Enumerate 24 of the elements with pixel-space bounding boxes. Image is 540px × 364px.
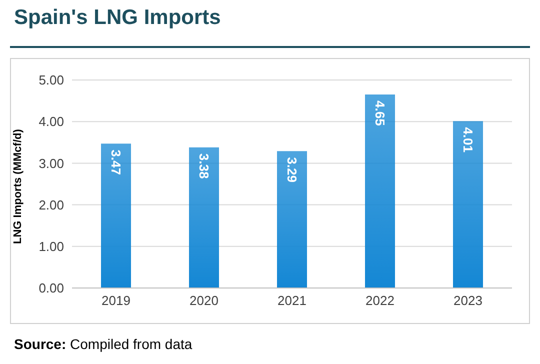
y-tick-label: 0.00 bbox=[38, 280, 64, 296]
x-tick-label: 2020 bbox=[190, 293, 218, 308]
data-label: 3.38 bbox=[196, 153, 212, 179]
data-label: 3.47 bbox=[108, 150, 124, 175]
bar bbox=[101, 144, 131, 288]
y-tick-label: 3.00 bbox=[38, 156, 64, 171]
bar bbox=[189, 147, 219, 288]
data-label: 3.29 bbox=[284, 157, 300, 182]
data-label: 4.01 bbox=[460, 127, 476, 152]
y-axis-title: LNG Imports (MMcf/d) bbox=[12, 128, 24, 244]
y-tick-label: 2.00 bbox=[38, 197, 64, 212]
chart-title: Spain's LNG Imports bbox=[14, 6, 221, 30]
y-tick-label: 5.00 bbox=[38, 72, 64, 88]
x-tick-label: 2019 bbox=[102, 293, 130, 308]
x-tick-label: 2023 bbox=[454, 293, 482, 308]
bar bbox=[277, 151, 307, 288]
x-tick-label: 2021 bbox=[278, 293, 306, 308]
y-tick-label: 4.00 bbox=[38, 114, 64, 130]
x-tick-label: 2022 bbox=[366, 293, 394, 308]
source-note: Source: Compiled from data bbox=[14, 336, 192, 352]
bar bbox=[365, 94, 395, 288]
y-tick-label: 1.00 bbox=[38, 239, 64, 254]
data-label: 4.65 bbox=[372, 100, 388, 126]
bar bbox=[453, 121, 483, 288]
